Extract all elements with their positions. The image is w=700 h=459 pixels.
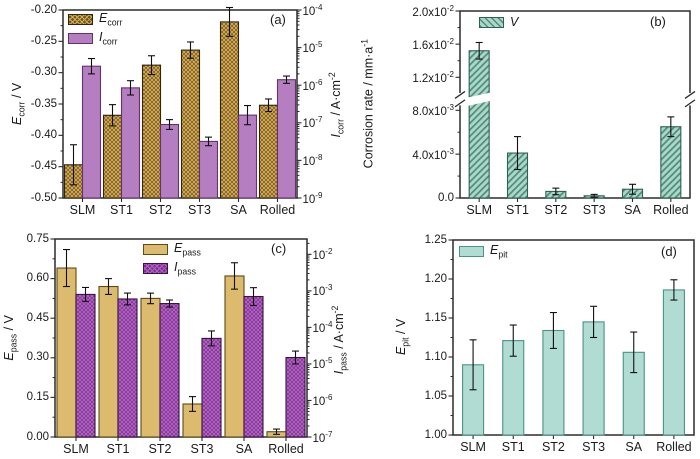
bar-a-Ecorr-ST2 [141, 64, 162, 199]
bar-a-Icorr-Rolled [276, 79, 297, 199]
bar-a-Icorr-SA [237, 114, 258, 199]
bar-d-Epit-ST3 [582, 321, 605, 436]
panel-d [448, 239, 695, 439]
bar-c-Ipass-SLM [75, 293, 96, 438]
bar-a-Ecorr-ST1 [102, 114, 123, 199]
plot-frame-d [452, 239, 695, 436]
axis-break-slash [454, 90, 466, 99]
bar-b-V-Rolled [660, 126, 682, 199]
bar-a-Ecorr-Rolled [258, 104, 279, 199]
bar-break-gap [467, 92, 491, 106]
plot-frame-b [459, 10, 691, 199]
axis-break-gap [687, 92, 693, 106]
axis-break-slash [684, 90, 696, 99]
bar-a-Ecorr-SA [219, 21, 240, 199]
bar-a-Icorr-SLM [81, 65, 102, 199]
bar-c-Ipass-ST2 [159, 302, 180, 438]
bar-a-Ecorr-ST3 [180, 49, 201, 199]
bar-c-Ipass-ST1 [117, 298, 138, 438]
axis-break-gap [457, 92, 463, 106]
bar-d-Epit-Rolled [662, 289, 685, 436]
bar-a-Icorr-ST2 [159, 123, 180, 199]
panel-b [454, 10, 696, 202]
bar-a-Icorr-ST1 [120, 87, 141, 199]
axis-break-slash [684, 99, 696, 108]
bar-c-Epass-ST1 [98, 285, 119, 438]
bar-a-Icorr-ST3 [198, 140, 219, 199]
bar-c-Epass-SLM [56, 267, 77, 438]
axis-break-slash [454, 99, 466, 108]
panel-a [58, 6, 302, 202]
bar-c-Epass-ST2 [140, 297, 161, 438]
panel-c [50, 238, 312, 441]
bar-c-Epass-SA [224, 275, 245, 438]
bar-c-Ipass-Rolled [285, 356, 306, 438]
bar-c-Ipass-ST3 [201, 337, 222, 438]
bar-b-V-SLM [468, 50, 490, 199]
bar-c-Ipass-SA [243, 295, 264, 438]
